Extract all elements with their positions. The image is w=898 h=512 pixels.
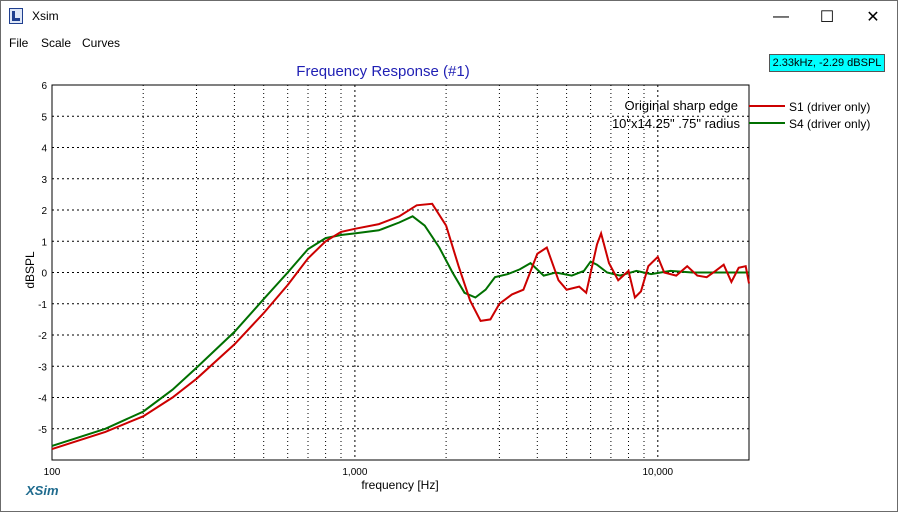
- legend-label-s4: S4 (driver only): [789, 117, 870, 131]
- series-line-s1: [51, 202, 750, 451]
- y-tick-label: 3: [41, 175, 47, 186]
- legend-label-s1: S1 (driver only): [789, 100, 870, 114]
- y-tick-label: 4: [41, 144, 47, 155]
- x-tick-label: 1,000: [342, 467, 367, 478]
- x-tick-labels: 100 1,000 10,000: [44, 467, 674, 478]
- y-tick-label: 2: [41, 206, 47, 217]
- y-tick-labels: -5 -4 -3 -2 -1 0 1 2 3 4 5 6: [38, 81, 47, 436]
- title-bar[interactable]: Xsim — ☐ ✕: [1, 1, 897, 32]
- maximize-button[interactable]: ☐: [819, 8, 835, 26]
- minimize-button[interactable]: —: [773, 7, 789, 25]
- menu-scale[interactable]: Scale: [41, 36, 72, 50]
- menu-bar: File Scale Curves: [1, 33, 897, 53]
- x-tick-label: 100: [44, 467, 61, 478]
- window-title: Xsim: [32, 9, 59, 23]
- xsim-app-icon[interactable]: [9, 8, 23, 24]
- frequency-response-chart[interactable]: -5 -4 -3 -2 -1 0 1 2 3 4 5 6 100 1,000 10,000 Frequen…: [0, 52, 898, 510]
- cursor-readout: 2.33kHz, -2.29 dBSPL: [769, 54, 885, 72]
- y-tick-label: 6: [41, 81, 47, 92]
- y-tick-label: 1: [41, 237, 47, 248]
- y-tick-label: -3: [38, 362, 47, 373]
- y-tick-label: -5: [38, 425, 47, 436]
- y-tick-label: -4: [38, 394, 47, 405]
- xsim-brand-logo: XSim: [25, 483, 59, 498]
- y-tick-label: -1: [38, 300, 47, 311]
- y-axis-label: dBSPL: [23, 251, 37, 289]
- x-tick-label: 10,000: [643, 467, 674, 478]
- annotation-line-2: 10"x14.25" .75" radius: [612, 116, 741, 131]
- annotation-line-1: Original sharp edge: [625, 98, 738, 113]
- menu-file[interactable]: File: [9, 36, 29, 50]
- close-button[interactable]: ✕: [866, 8, 880, 26]
- x-axis-label: frequency [Hz]: [361, 478, 438, 492]
- menu-curves[interactable]: Curves: [82, 36, 121, 50]
- chart-title: Frequency Response (#1): [296, 63, 469, 80]
- legend: S1 (driver only) S4 (driver only): [749, 100, 870, 131]
- y-tick-label: 5: [41, 112, 47, 123]
- y-tick-label: -2: [38, 331, 47, 342]
- y-tick-label: 0: [41, 269, 47, 280]
